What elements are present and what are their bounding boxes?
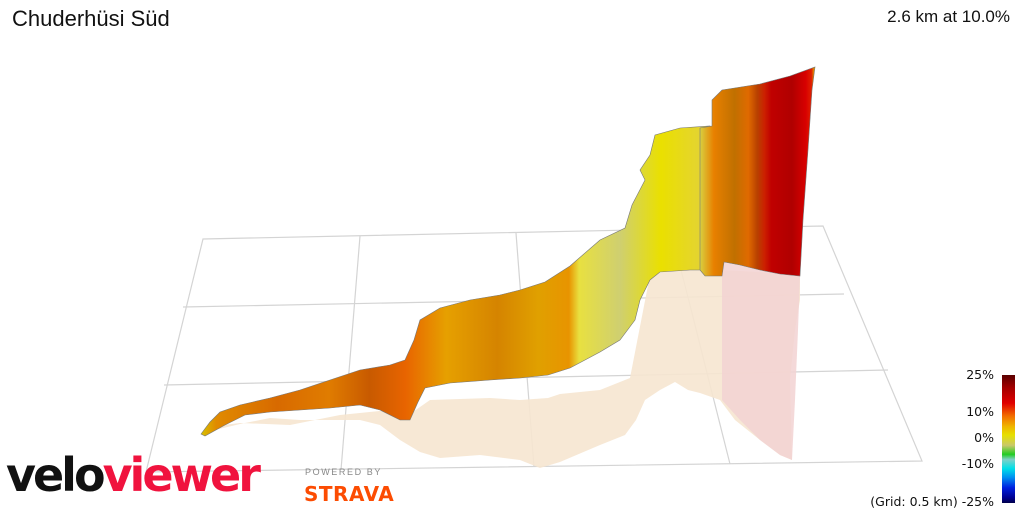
legend-label-0: 0% [974, 430, 994, 445]
logo-viewer: viewer [102, 448, 261, 502]
logo-velo: velo [6, 448, 106, 502]
segment-summary: 2.6 km at 10.0% [887, 7, 1010, 26]
gradient-colorbar [1002, 375, 1015, 503]
legend-label-25: 25% [966, 367, 994, 382]
legend-label-minus10: -10% [961, 456, 994, 471]
veloviewer-logo[interactable]: veloviewer [6, 452, 261, 498]
strava-logo[interactable]: STRAVA [304, 482, 395, 506]
segment-title: Chuderhüsi Süd [12, 6, 170, 31]
profile-wall-upper [699, 66, 816, 277]
profile-wall-lower [200, 125, 713, 437]
powered-by-label: POWERED BY [305, 467, 383, 477]
legend-label-minus25-grid: (Grid: 0.5 km) -25% [870, 494, 994, 509]
profile-reflection [201, 268, 800, 468]
legend-label-10: 10% [966, 404, 994, 419]
